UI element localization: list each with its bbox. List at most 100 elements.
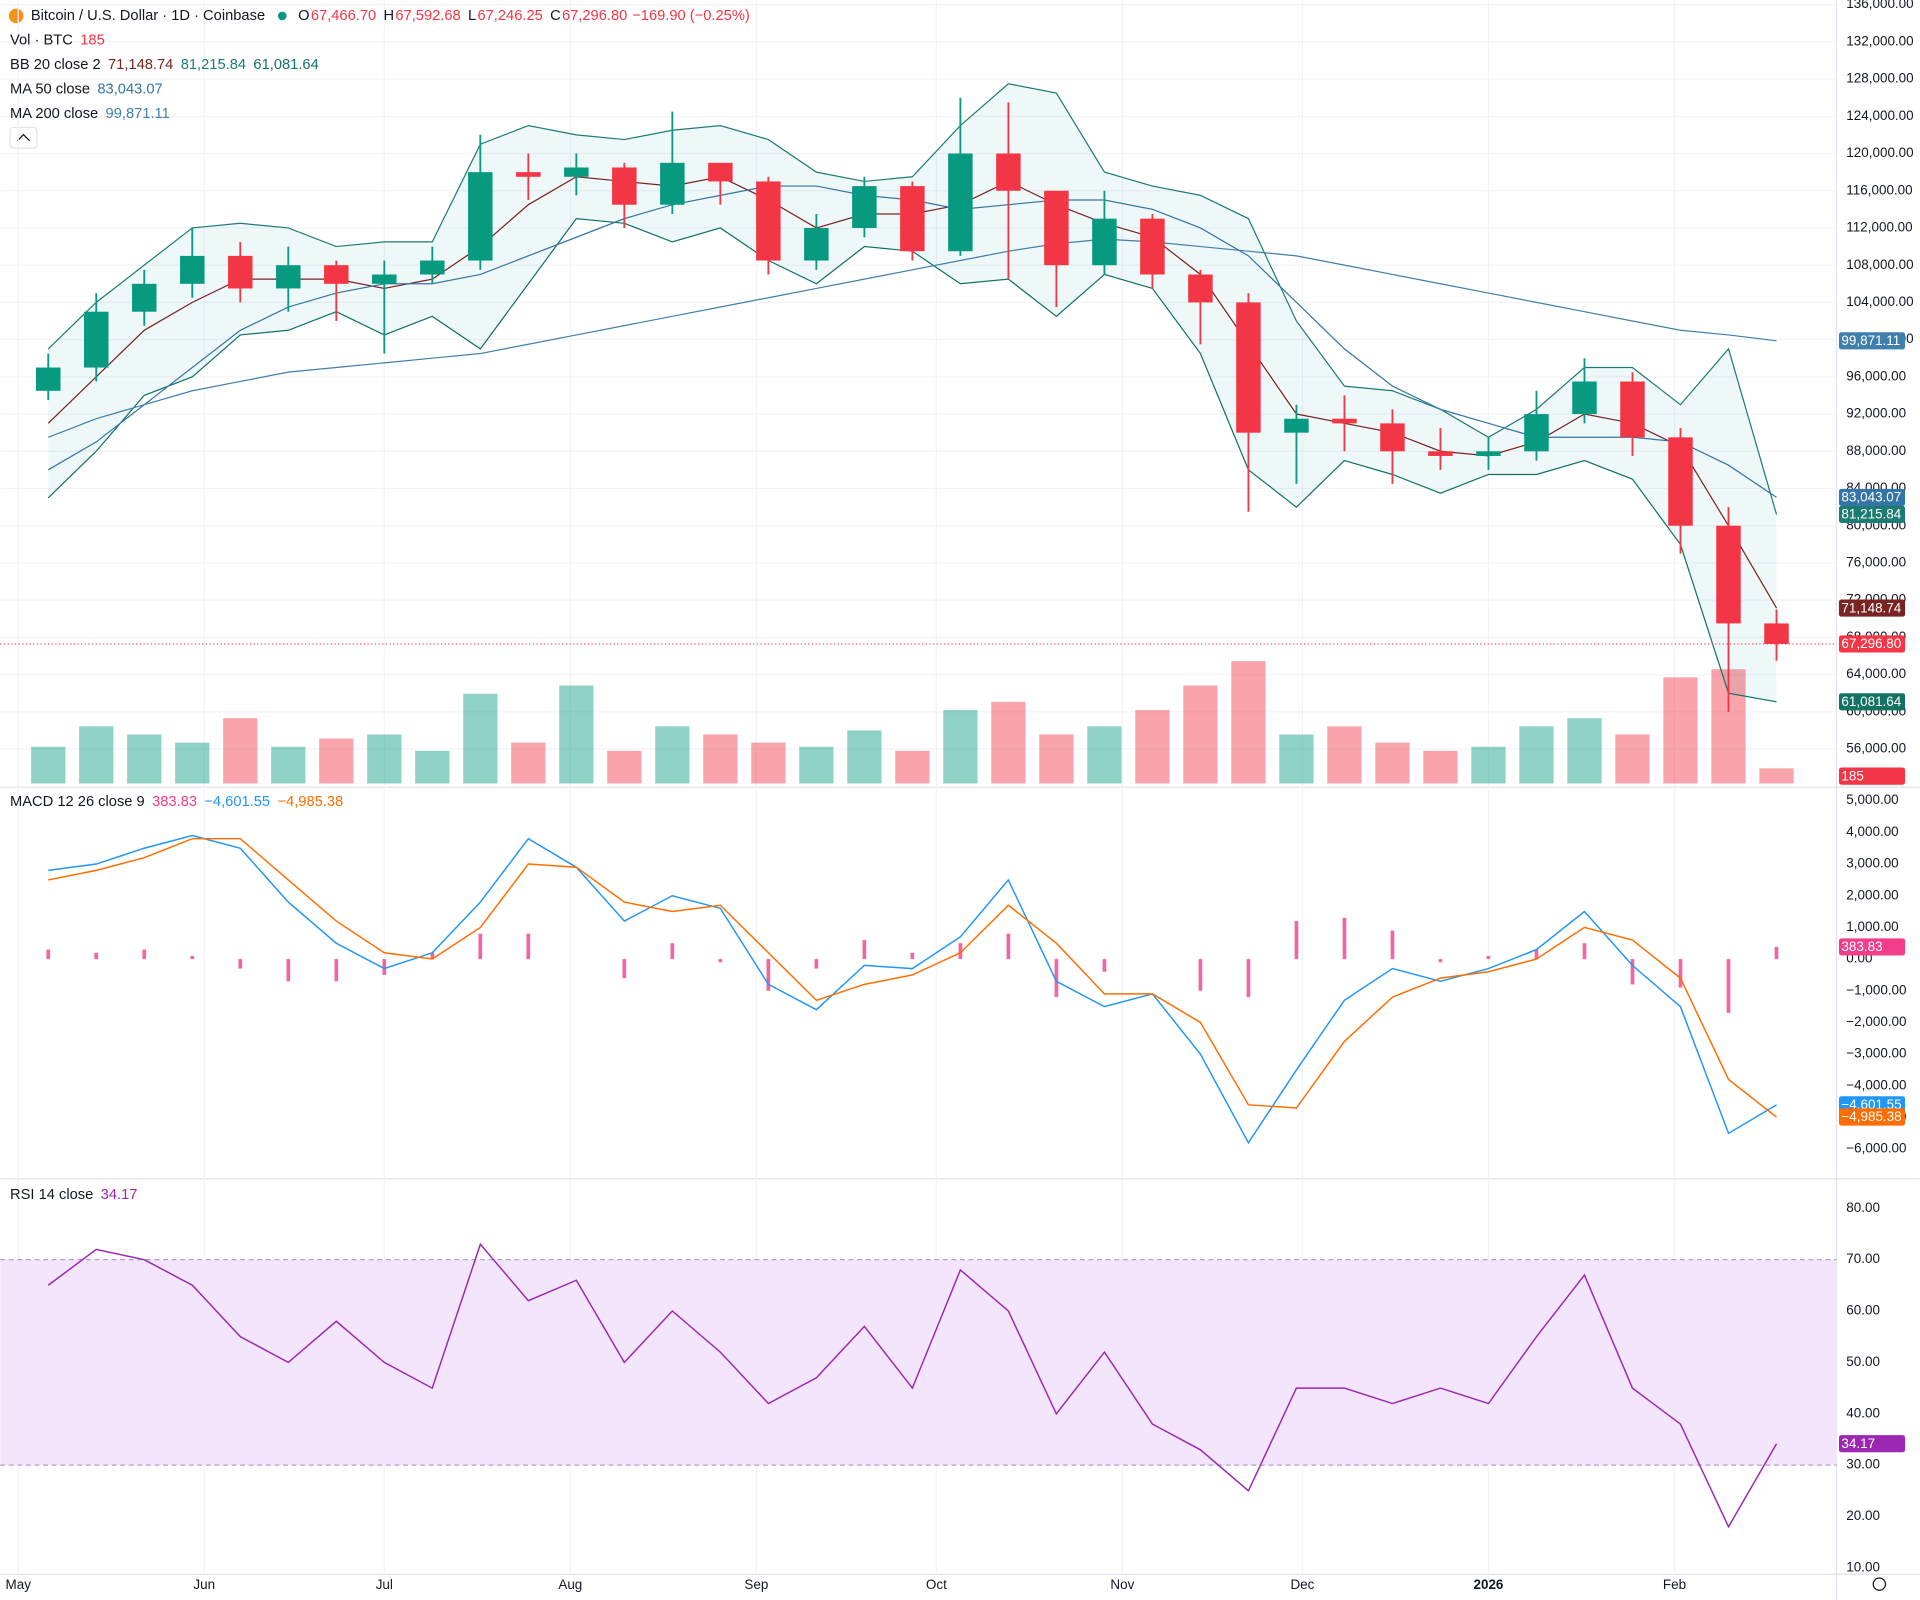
- collapse-button[interactable]: [9, 126, 38, 149]
- indicator-value: 99,871.11: [106, 106, 170, 122]
- candle-body: [660, 162, 685, 205]
- y-tick-label: 50.00: [1846, 1354, 1880, 1369]
- ohlc-value: 67,296.80: [562, 8, 627, 24]
- last-price-tag-bg: [1838, 635, 1906, 653]
- histogram-bar: [286, 959, 291, 982]
- volume-bar: [1327, 726, 1362, 784]
- indicator-value: 71,148.74: [108, 57, 173, 73]
- histogram-bar: [1102, 959, 1107, 972]
- histogram-bar: [142, 949, 147, 960]
- rsi-line: [47, 1242, 1778, 1529]
- candle-body: [996, 153, 1021, 191]
- y-tick-label: 40.00: [1846, 1405, 1880, 1420]
- histogram-bar: [1246, 959, 1251, 998]
- x-tick-label: Jun: [193, 1577, 215, 1592]
- histogram-bar: [1054, 959, 1059, 998]
- histogram-bar: [1198, 959, 1203, 991]
- coin-icon: [8, 8, 24, 24]
- y-tick-label: 56,000.00: [1846, 741, 1906, 756]
- x-tick-label: Jul: [376, 1577, 393, 1592]
- x-tick-label: Sep: [744, 1577, 768, 1592]
- last-value-tag-bg: [1838, 332, 1906, 350]
- candle-body: [36, 367, 61, 391]
- ohlc-key: O: [298, 8, 309, 24]
- candle-body: [276, 265, 301, 289]
- volume-bar: [223, 718, 258, 784]
- indicator-value: 83,043.07: [97, 81, 162, 97]
- histogram-bar: [1006, 933, 1011, 960]
- histogram-bar: [238, 959, 243, 969]
- x-tick-label: Feb: [1663, 1577, 1686, 1592]
- volume-bar: [1375, 742, 1410, 784]
- histogram-bar: [670, 943, 675, 960]
- volume-tag-bg: [1838, 767, 1906, 785]
- histogram-bar: [862, 940, 867, 960]
- legend-row: MACD 12 26 close 9 383.83 −4,601.55 −4,985.…: [10, 794, 343, 810]
- histogram-bar: [718, 959, 723, 963]
- volume-bar: [1567, 718, 1602, 784]
- last-price-tag: 67,296.80: [1841, 636, 1901, 651]
- indicator-name: MA 50 close: [10, 81, 90, 97]
- volume-bar: [127, 734, 162, 784]
- y-tick-label: −4,000.00: [1846, 1077, 1906, 1092]
- y-tick-label: 120,000.00: [1846, 145, 1913, 160]
- volume-bar: [1279, 734, 1314, 784]
- y-tick-label: 20.00: [1846, 1508, 1880, 1523]
- last-value-tag-bg: [1838, 505, 1906, 523]
- x-tick-label: Aug: [558, 1577, 582, 1592]
- y-tick-label: 70.00: [1846, 1251, 1880, 1266]
- y-tick-label: 1,000.00: [1846, 919, 1898, 934]
- histogram-bar: [46, 949, 51, 960]
- y-tick-label: 4,000.00: [1846, 824, 1898, 839]
- chart-title: Bitcoin / U.S. Dollar · 1D · Coinbase: [31, 8, 265, 24]
- histogram-bar: [94, 952, 99, 960]
- volume-bar: [1231, 661, 1266, 784]
- volume-bar: [703, 734, 738, 784]
- y-tick-label: 30.00: [1846, 1457, 1880, 1472]
- y-tick-label: −3,000.00: [1846, 1046, 1906, 1061]
- last-value-tag: 99,871.11: [1841, 333, 1900, 348]
- candle-body: [84, 311, 109, 368]
- indicator-value: 61,081.64: [253, 57, 318, 73]
- last-value-tag-bg: [1838, 1108, 1906, 1126]
- y-tick-label: 5,000.00: [1846, 792, 1898, 807]
- histogram-bar: [1726, 959, 1731, 1013]
- ohlc-value: 67,592.68: [395, 8, 460, 24]
- volume-bar: [1663, 677, 1698, 784]
- histogram-bar: [382, 959, 387, 975]
- candle-body: [1716, 525, 1741, 624]
- indicator-value: 34.17: [101, 1187, 138, 1203]
- indicator-line: [47, 83, 1778, 515]
- y-tick-label: −1,000.00: [1846, 982, 1906, 997]
- y-tick-label: 76,000.00: [1846, 555, 1906, 570]
- histogram-bar: [1438, 959, 1443, 963]
- volume-value: 185: [80, 32, 105, 48]
- last-value-tag-bg: [1838, 488, 1906, 506]
- candle-body: [228, 255, 253, 289]
- volume-bar: [847, 730, 882, 784]
- status-dot: [277, 11, 287, 21]
- y-tick-label: 92,000.00: [1846, 406, 1906, 421]
- volume-bar: [31, 746, 66, 784]
- volume-bar: [367, 734, 402, 784]
- x-tick-label: Dec: [1290, 1577, 1314, 1592]
- histogram-bar: [766, 959, 771, 991]
- histogram-bar: [1582, 943, 1587, 960]
- histogram-bar: [910, 952, 915, 960]
- settings-button[interactable]: [1872, 1577, 1887, 1591]
- volume-bar: [1087, 726, 1122, 784]
- volume-bar: [511, 742, 546, 784]
- indicator-value: 383.83: [152, 794, 197, 810]
- histogram-bar: [1294, 921, 1299, 960]
- histogram-bar: [478, 933, 483, 960]
- volume-tag: 185: [1841, 768, 1863, 783]
- last-value-tag: 61,081.64: [1841, 694, 1901, 709]
- histogram-bar: [622, 959, 627, 979]
- volume-bar: [895, 750, 930, 784]
- x-tick-label: 2026: [1473, 1577, 1503, 1592]
- candle-body: [1188, 274, 1213, 303]
- candle-body: [1524, 414, 1549, 452]
- candle-body: [468, 172, 493, 261]
- legend-row: MA 200 close 99,871.11: [10, 106, 170, 122]
